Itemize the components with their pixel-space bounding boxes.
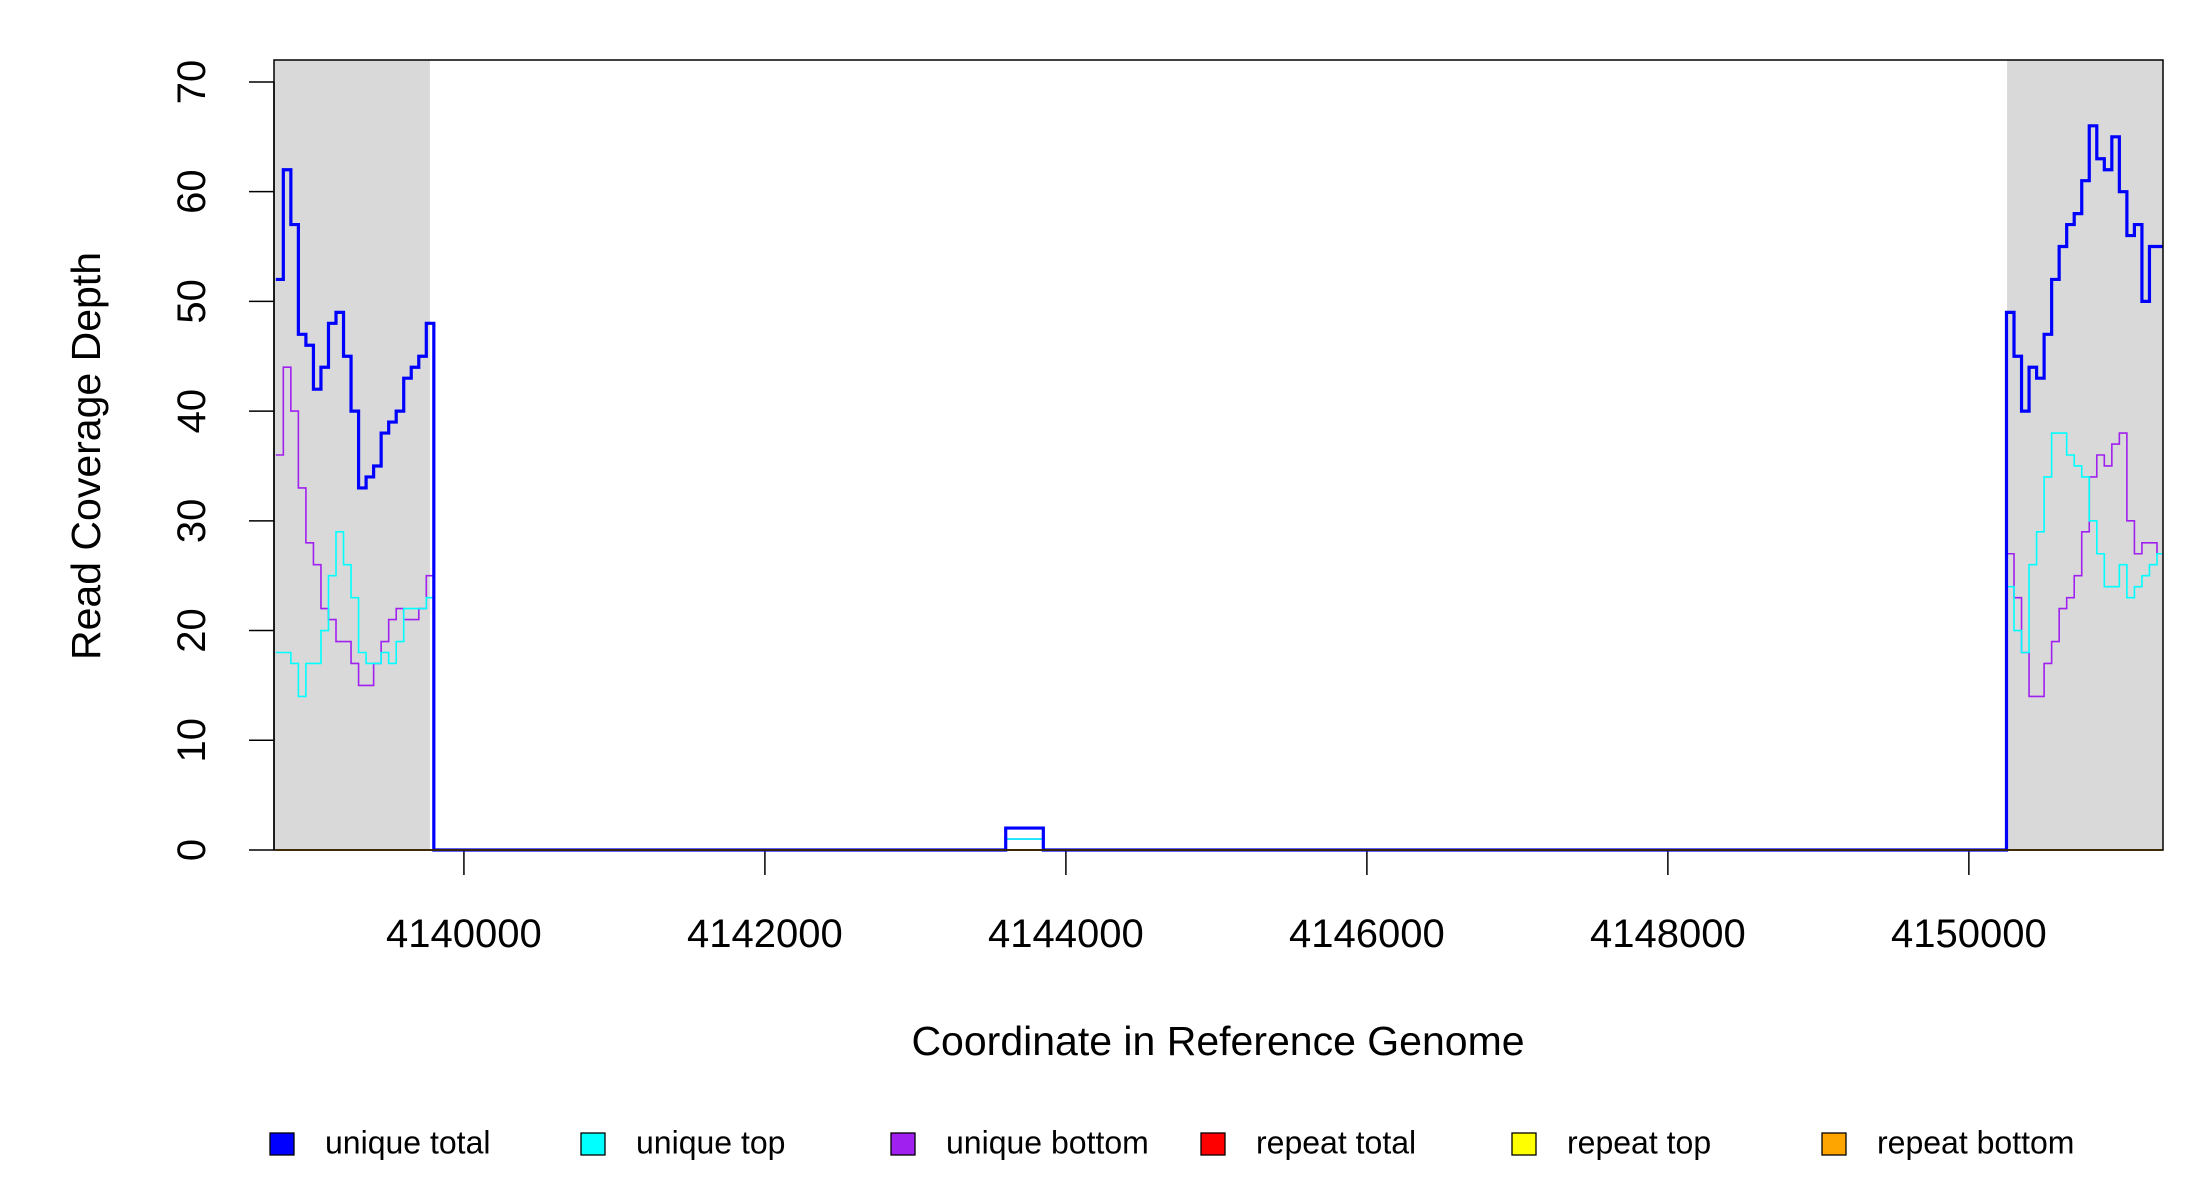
y-tick-label: 20 <box>170 608 214 653</box>
legend-label: repeat bottom <box>1877 1124 2074 1160</box>
y-tick-label: 50 <box>170 279 214 324</box>
y-axis-label: Read Coverage Depth <box>63 252 109 660</box>
y-tick-label: 60 <box>170 169 214 214</box>
highlight-region <box>274 60 430 850</box>
y-tick-label: 0 <box>170 839 214 861</box>
plot-box <box>273 59 2164 851</box>
highlight-region <box>2007 60 2163 850</box>
legend-swatch <box>269 1132 295 1156</box>
y-tick-label: 10 <box>170 718 214 763</box>
y-tick-label: 70 <box>170 60 214 105</box>
legend-swatch <box>1511 1132 1537 1156</box>
y-tick-label: 30 <box>170 499 214 544</box>
legend-swatch <box>890 1132 916 1156</box>
legend-label: unique bottom <box>946 1124 1149 1160</box>
coverage-line <box>275 366 2163 851</box>
x-tick-label: 4144000 <box>988 912 1144 956</box>
legend-label: repeat top <box>1567 1124 1711 1160</box>
x-tick-label: 4142000 <box>687 912 843 956</box>
legend-swatch <box>1200 1132 1226 1156</box>
x-axis-label: Coordinate in Reference Genome <box>911 1018 1524 1064</box>
x-tick-label: 4146000 <box>1289 912 1445 956</box>
legend-label: unique top <box>636 1124 785 1160</box>
x-tick-label: 4150000 <box>1891 912 2047 956</box>
legend-label: unique total <box>325 1124 490 1160</box>
coverage-line <box>275 432 2163 851</box>
legend-swatch <box>1821 1132 1847 1156</box>
coverage-line <box>275 124 2163 852</box>
y-tick-label: 40 <box>170 389 214 434</box>
legend-swatch <box>580 1132 606 1156</box>
x-tick-label: 4148000 <box>1590 912 1746 956</box>
legend-label: repeat total <box>1256 1124 1416 1160</box>
x-tick-label: 4140000 <box>386 912 542 956</box>
